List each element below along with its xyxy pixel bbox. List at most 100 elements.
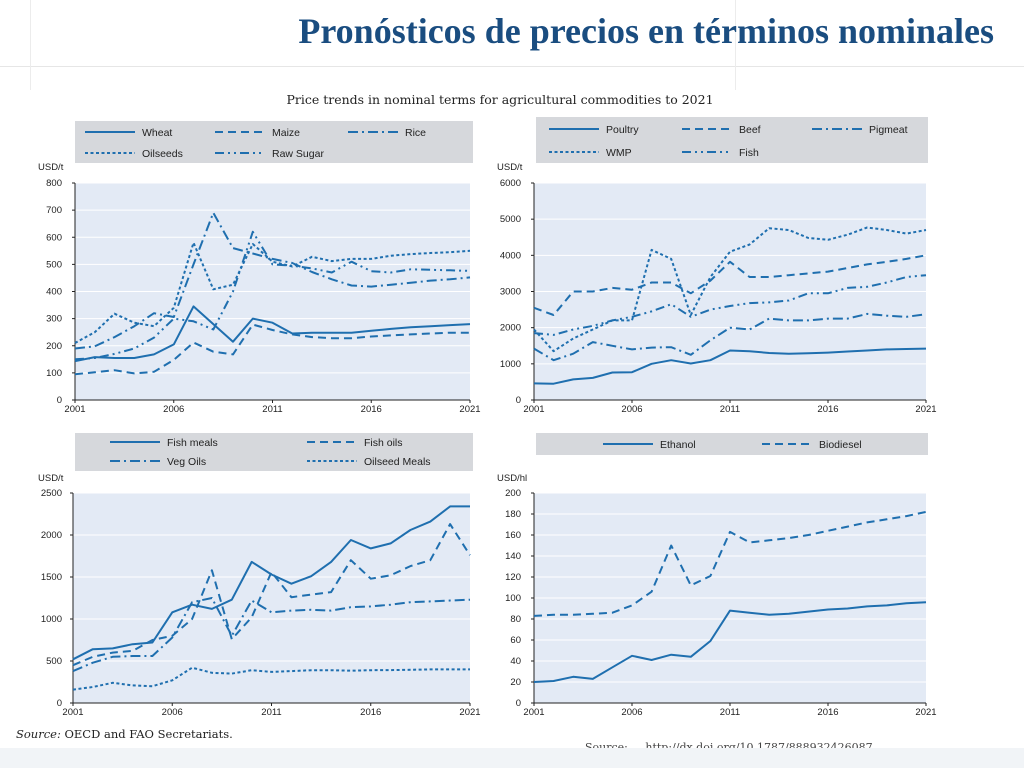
- data-point: [690, 354, 692, 356]
- data-point: [469, 332, 471, 334]
- data-point: [827, 271, 829, 273]
- data-point: [827, 239, 829, 241]
- data-point: [807, 352, 809, 354]
- data-point: [430, 333, 432, 335]
- data-point: [611, 319, 613, 321]
- data-point: [271, 671, 273, 673]
- x-tick-label: 2021: [915, 707, 936, 718]
- data-point: [133, 322, 135, 324]
- data-point: [611, 372, 613, 374]
- legend-box: [536, 433, 928, 455]
- data-point: [72, 658, 74, 660]
- data-point: [94, 371, 96, 373]
- series-line: [74, 211, 471, 350]
- data-point: [92, 648, 94, 650]
- data-point: [690, 584, 692, 586]
- data-point: [410, 326, 412, 328]
- data-point: [409, 565, 411, 567]
- series-line: [72, 597, 471, 673]
- x-tick-label: 2021: [915, 404, 936, 415]
- legend-box: [75, 121, 473, 163]
- data-point: [768, 614, 770, 616]
- data-point: [132, 650, 134, 652]
- x-tick-label: 2021: [459, 404, 480, 415]
- data-point: [310, 609, 312, 611]
- data-point: [905, 348, 907, 350]
- data-point: [370, 330, 372, 332]
- y-tick-label: 600: [46, 232, 62, 243]
- data-point: [469, 554, 471, 556]
- chart-panel-2: Poultry Beef Pigmeat WMP Fish 0 1000 2000 3000 40…: [497, 117, 937, 415]
- data-point: [807, 319, 809, 321]
- data-point: [232, 284, 234, 286]
- y-tick-label: 1000: [500, 359, 521, 370]
- data-point: [290, 610, 292, 612]
- y-tick-label: 200: [46, 341, 62, 352]
- x-tick-label: 2011: [262, 404, 282, 415]
- data-point: [631, 316, 633, 318]
- data-point: [611, 612, 613, 614]
- data-point: [709, 640, 711, 642]
- data-point: [651, 281, 653, 283]
- legend-label: WMP: [606, 147, 632, 159]
- series-line: [74, 323, 470, 376]
- data-point: [469, 250, 471, 252]
- data-point: [807, 292, 809, 294]
- legend-label: Raw Sugar: [272, 148, 324, 160]
- data-point: [252, 231, 254, 233]
- data-point: [807, 237, 809, 239]
- data-point: [173, 307, 175, 309]
- data-point: [533, 615, 535, 617]
- data-point: [847, 526, 849, 528]
- data-point: [94, 331, 96, 333]
- y-tick-label: 60: [510, 635, 521, 646]
- data-point: [114, 357, 116, 359]
- data-point: [533, 681, 535, 683]
- data-point: [709, 359, 711, 361]
- series-line: [533, 601, 927, 683]
- data-point: [729, 305, 731, 307]
- data-point: [212, 323, 214, 325]
- data-point: [905, 276, 907, 278]
- data-point: [749, 328, 751, 330]
- data-point: [592, 613, 594, 615]
- x-tick-label: 2016: [361, 404, 382, 415]
- series-line: [533, 254, 927, 316]
- legend-label: Oilseed Meals: [364, 456, 431, 468]
- y-tick-label: 100: [505, 593, 521, 604]
- data-point: [350, 606, 352, 608]
- source-text: OECD and FAO Secretariats.: [64, 727, 233, 741]
- data-point: [351, 337, 353, 339]
- data-point: [768, 276, 770, 278]
- data-point: [410, 253, 412, 255]
- data-point: [272, 258, 274, 260]
- data-point: [553, 350, 555, 352]
- data-point: [173, 318, 175, 320]
- x-tick-label: 2001: [64, 404, 85, 415]
- data-point: [788, 537, 790, 539]
- data-point: [709, 309, 711, 311]
- data-point: [670, 545, 672, 547]
- data-point: [331, 260, 333, 262]
- y-tick-label: 0: [57, 698, 62, 709]
- y-axis-unit: USD/t: [497, 162, 523, 173]
- data-point: [390, 255, 392, 257]
- data-point: [827, 609, 829, 611]
- data-point: [151, 639, 153, 641]
- data-point: [449, 668, 451, 670]
- data-point: [709, 575, 711, 577]
- data-point: [171, 636, 173, 638]
- series-line: [533, 312, 927, 362]
- data-point: [409, 601, 411, 603]
- data-point: [153, 325, 155, 327]
- data-point: [572, 378, 574, 380]
- data-point: [191, 667, 193, 669]
- data-point: [112, 647, 114, 649]
- data-point: [350, 670, 352, 672]
- data-point: [866, 605, 868, 607]
- plot-area: [73, 493, 470, 703]
- data-point: [271, 571, 273, 573]
- data-point: [232, 341, 234, 343]
- data-point: [272, 261, 274, 263]
- data-point: [92, 662, 94, 664]
